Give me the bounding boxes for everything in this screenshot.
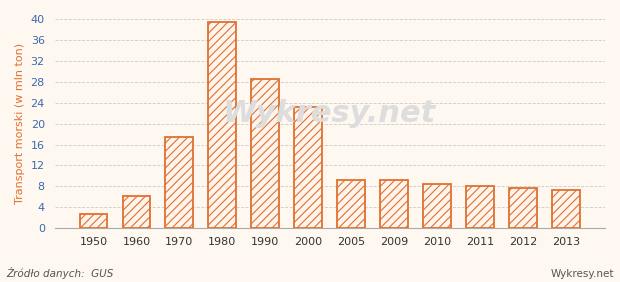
- Bar: [337, 180, 365, 228]
- Bar: [208, 22, 236, 228]
- Bar: [509, 188, 537, 228]
- Bar: [251, 79, 279, 228]
- Bar: [123, 196, 151, 228]
- Bar: [380, 180, 408, 228]
- Bar: [423, 184, 451, 228]
- Text: Wykresy.net: Wykresy.net: [223, 99, 436, 128]
- Text: Wykresy.net: Wykresy.net: [551, 269, 614, 279]
- Bar: [166, 137, 193, 228]
- Text: Źródło danych:  GUS: Źródło danych: GUS: [6, 267, 113, 279]
- Bar: [294, 107, 322, 228]
- Bar: [552, 190, 580, 228]
- Bar: [466, 186, 494, 228]
- Y-axis label: Transport morski (w mln ton): Transport morski (w mln ton): [15, 43, 25, 204]
- Bar: [79, 213, 107, 228]
